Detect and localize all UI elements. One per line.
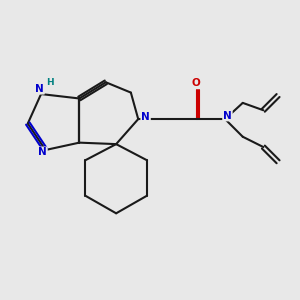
Text: N: N (38, 147, 47, 158)
Text: N: N (141, 112, 150, 122)
Text: N: N (223, 111, 232, 121)
Text: H: H (46, 78, 54, 87)
Text: O: O (191, 78, 200, 88)
Text: N: N (35, 84, 44, 94)
